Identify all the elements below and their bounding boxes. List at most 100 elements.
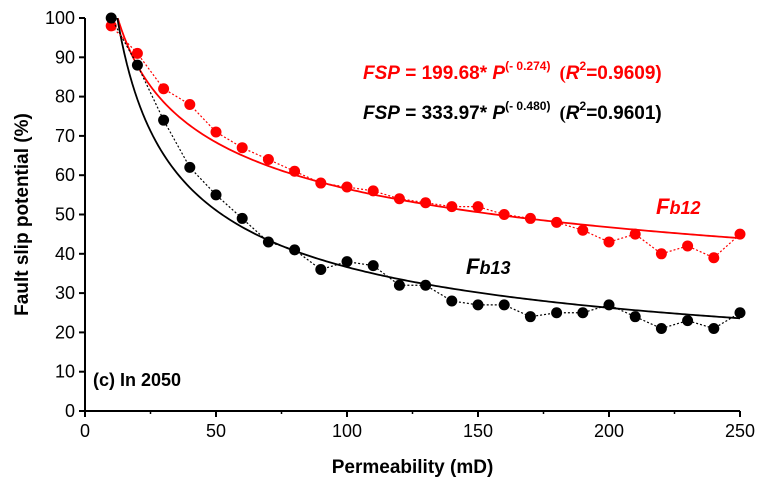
equation-exponent: (- 0.274) xyxy=(505,59,550,73)
y-tick-label: 40 xyxy=(55,244,75,264)
r2-variable: R xyxy=(566,103,580,124)
data-series xyxy=(105,12,746,334)
equation-variable: P xyxy=(492,103,505,124)
data-point-fb13 xyxy=(393,279,405,291)
data-point-fb13 xyxy=(524,311,536,323)
data-point-fb13 xyxy=(498,299,510,311)
data-point-fb13 xyxy=(105,12,117,24)
r2-open-paren: ( xyxy=(559,103,565,124)
data-point-fb12 xyxy=(472,201,484,213)
data-point-fb12 xyxy=(446,201,458,213)
data-point-fb12 xyxy=(551,216,563,228)
y-tick-label: 60 xyxy=(55,165,75,185)
y-tick-label: 80 xyxy=(55,87,75,107)
fit-curves xyxy=(116,18,740,320)
data-point-fb12 xyxy=(184,98,196,110)
data-point-fb12 xyxy=(629,228,641,240)
panel-annotation: (c) In 2050 xyxy=(93,370,181,390)
y-tick-label: 70 xyxy=(55,126,75,146)
data-point-fb13 xyxy=(262,236,274,248)
equation-exponent: (- 0.480) xyxy=(505,99,550,113)
data-point-fb12 xyxy=(420,197,432,209)
series-label-fb12: Fb12 xyxy=(656,194,700,219)
data-point-fb12 xyxy=(393,193,405,205)
r2-variable: R xyxy=(566,63,580,84)
data-point-fb13 xyxy=(367,260,379,272)
data-point-fb13 xyxy=(289,244,301,256)
y-axis-title: Fault slip potential (%) xyxy=(12,113,33,316)
data-point-fb12 xyxy=(158,83,170,95)
data-point-fb13 xyxy=(210,189,222,201)
equation-coefficient: = 333.97* xyxy=(400,103,492,124)
data-point-fb12 xyxy=(341,181,353,193)
data-point-fb13 xyxy=(184,161,196,173)
data-point-fb13 xyxy=(551,307,563,319)
data-point-fb12 xyxy=(734,228,746,240)
x-tick-label: 0 xyxy=(80,421,90,441)
x-tick-label: 100 xyxy=(332,421,362,441)
x-axis-title: Permeability (mD) xyxy=(332,457,494,478)
data-point-fb12 xyxy=(367,185,379,197)
x-tick-label: 150 xyxy=(463,421,493,441)
data-point-fb13 xyxy=(158,114,170,126)
data-point-fb13 xyxy=(577,307,589,319)
y-tick-label: 50 xyxy=(55,205,75,225)
equation-coefficient: = 199.68* xyxy=(400,63,492,84)
data-point-fb13 xyxy=(446,295,458,307)
equation-variable: P xyxy=(492,63,505,84)
data-point-fb13 xyxy=(472,299,484,311)
data-point-fb12 xyxy=(262,153,274,165)
fit-curve-fb13 xyxy=(116,18,740,320)
data-point-fb12 xyxy=(498,209,510,220)
data-point-fb12 xyxy=(315,177,327,189)
r2-open-paren: ( xyxy=(559,63,565,84)
x-tick-label: 250 xyxy=(725,421,755,441)
data-point-fb13 xyxy=(420,279,432,291)
data-line-fb12 xyxy=(110,25,741,259)
axes: 0 50 100 150 200 250 0 10 20 30 40 50 60 70 80 90 100 Per… xyxy=(12,8,755,478)
data-point-fb12 xyxy=(131,47,143,59)
equation-fb13: FSP = 333.97* P(- 0.480) (R2=0.9601) xyxy=(363,99,662,124)
series-label-sub: b12 xyxy=(669,198,700,218)
equation-lhs: FSP xyxy=(363,103,400,124)
data-point-fb12 xyxy=(236,142,248,154)
r2-value: =0.9601) xyxy=(586,103,662,124)
data-point-fb12 xyxy=(524,212,536,224)
y-tick-label: 20 xyxy=(55,322,75,342)
data-point-fb13 xyxy=(708,322,720,334)
data-point-fb13 xyxy=(341,256,353,268)
x-tick-label: 200 xyxy=(594,421,624,441)
y-tick-label: 10 xyxy=(55,362,75,382)
data-point-fb13 xyxy=(603,299,615,311)
data-point-fb12 xyxy=(708,252,720,264)
series-label-sub: b13 xyxy=(479,258,510,278)
data-point-fb12 xyxy=(682,240,694,252)
equation-lhs: FSP xyxy=(363,63,400,84)
y-tick-label: 100 xyxy=(45,8,75,28)
data-point-fb13 xyxy=(734,307,746,319)
data-point-fb12 xyxy=(289,165,301,177)
data-point-fb12 xyxy=(210,126,222,138)
data-point-fb12 xyxy=(577,224,589,236)
data-point-fb13 xyxy=(131,59,143,71)
series-label-main: F xyxy=(656,194,670,219)
series-label-main: F xyxy=(466,254,480,279)
equation-fb12: FSP = 199.68* P(- 0.274) (R2=0.9609) xyxy=(363,59,662,84)
r2-value: =0.9609) xyxy=(586,63,662,84)
data-point-fb13 xyxy=(655,322,667,334)
x-tick-label: 50 xyxy=(206,421,226,441)
y-tick-label: 0 xyxy=(65,401,75,421)
data-point-fb12 xyxy=(603,236,615,248)
data-point-fb12 xyxy=(655,248,667,260)
data-point-fb13 xyxy=(236,212,248,224)
data-point-fb13 xyxy=(629,311,641,323)
r2-superscript: 2 xyxy=(580,59,587,73)
series-label-fb13: Fb13 xyxy=(466,254,510,279)
data-point-fb13 xyxy=(682,315,694,327)
data-point-fb13 xyxy=(315,264,327,276)
r2-superscript: 2 xyxy=(580,99,587,113)
y-tick-label: 90 xyxy=(55,47,75,67)
y-tick-label: 30 xyxy=(55,283,75,303)
